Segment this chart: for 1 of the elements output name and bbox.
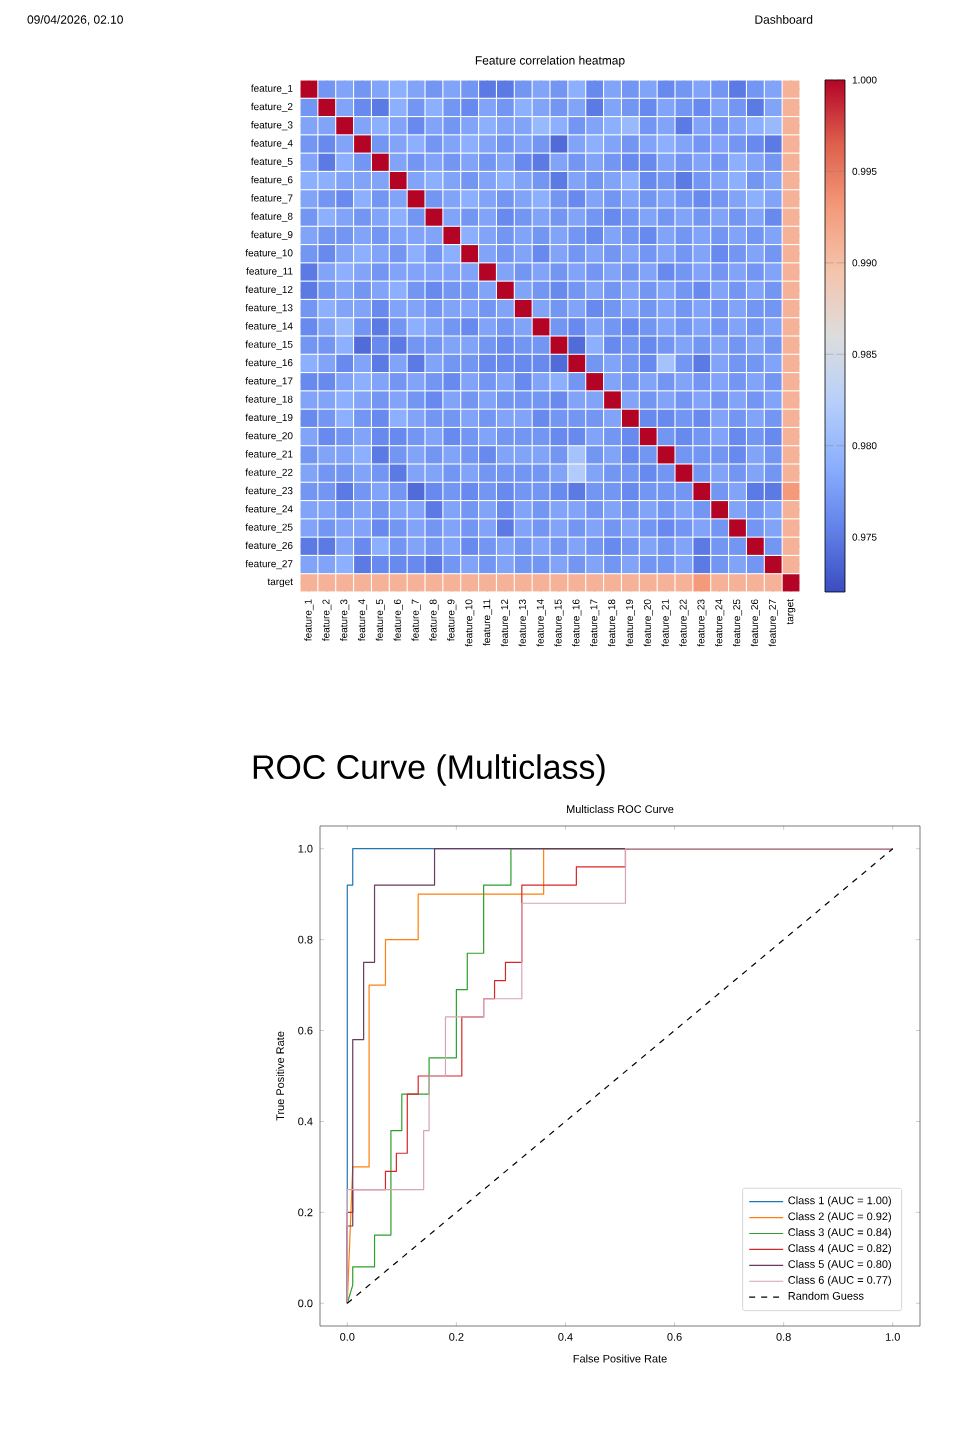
chart-title: ROC Curve (Multiclass) — [253, 754, 605, 786]
